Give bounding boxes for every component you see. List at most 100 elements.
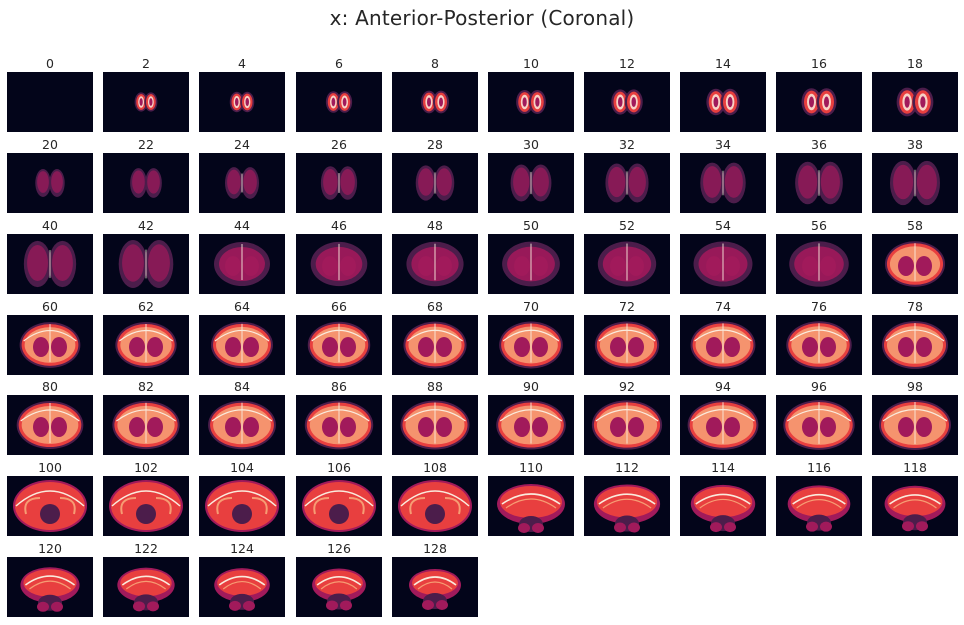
brain-slice-image [680,153,766,213]
slice-label: 120 [38,541,62,556]
brain-slice-image [680,476,766,536]
slice-label: 106 [327,460,351,475]
slice-panel: 74 [680,299,766,375]
brain-slice-image [584,72,670,132]
slice-panel: 30 [488,137,574,213]
slice-label: 90 [523,379,539,394]
slice-label: 86 [331,379,347,394]
slice-label: 34 [715,137,731,152]
slice-label: 84 [234,379,250,394]
brain-slice-image [103,395,189,455]
slice-panel: 44 [199,218,285,294]
slice-panel: 112 [584,460,670,536]
brain-slice-image [392,234,478,294]
brain-slice-image [584,234,670,294]
brain-slice-image [488,234,574,294]
brain-slice-image [7,315,93,375]
slice-panel: 56 [776,218,862,294]
brain-slice-image [392,153,478,213]
brain-slice-image [776,395,862,455]
slice-panel: 14 [680,56,766,132]
slice-label: 76 [811,299,827,314]
brain-slice-image [7,72,93,132]
brain-slice-image [199,476,285,536]
slice-panel: 54 [680,218,766,294]
slice-panel: 0 [7,56,93,132]
slice-label: 108 [423,460,447,475]
slice-panel: 46 [296,218,382,294]
brain-slice-image [776,234,862,294]
slice-panel: 104 [199,460,285,536]
brain-slice-image [7,395,93,455]
brain-slice-image [584,476,670,536]
slice-panel: 28 [392,137,478,213]
slice-panel: 40 [7,218,93,294]
slice-label: 4 [238,56,246,71]
slice-label: 64 [234,299,250,314]
brain-slice-image [392,557,478,617]
brain-slice-image [7,557,93,617]
slice-panel: 60 [7,299,93,375]
slice-label: 16 [811,56,827,71]
slice-label: 6 [335,56,343,71]
brain-slice-image [392,72,478,132]
brain-slice-image [680,72,766,132]
slice-panel: 110 [488,460,574,536]
brain-slice-image [776,476,862,536]
brain-slice-image [296,476,382,536]
brain-slice-image [296,234,382,294]
slice-panel: 6 [296,56,382,132]
brain-slice-image [776,72,862,132]
brain-slice-image [776,315,862,375]
slice-panel: 86 [296,379,382,455]
slice-panel: 116 [776,460,862,536]
slice-label: 82 [138,379,154,394]
slice-label: 18 [907,56,923,71]
brain-slice-image [872,476,958,536]
slice-panel: 92 [584,379,670,455]
slice-label: 44 [234,218,250,233]
slice-label: 36 [811,137,827,152]
slice-label: 124 [230,541,254,556]
brain-slice-image [488,72,574,132]
slice-label: 92 [619,379,635,394]
slice-panel: 118 [872,460,958,536]
brain-slice-image [872,153,958,213]
slice-panel: 80 [7,379,93,455]
slice-label: 118 [903,460,927,475]
brain-slice-image [296,72,382,132]
slice-panel: 20 [7,137,93,213]
brain-slice-image [776,153,862,213]
figure-title: x: Anterior-Posterior (Coronal) [329,6,635,30]
slice-label: 58 [907,218,923,233]
brain-slice-image [488,315,574,375]
slice-label: 70 [523,299,539,314]
slice-label: 128 [423,541,447,556]
slice-label: 22 [138,137,154,152]
slice-panel: 128 [392,541,478,617]
slice-label: 8 [431,56,439,71]
brain-slice-image [103,153,189,213]
slice-panel: 2 [103,56,189,132]
brain-slice-image [296,557,382,617]
slice-label: 54 [715,218,731,233]
slice-label: 26 [331,137,347,152]
slice-panel: 96 [776,379,862,455]
slice-label: 10 [523,56,539,71]
slice-panel: 42 [103,218,189,294]
slice-panel: 70 [488,299,574,375]
brain-slice-image [392,315,478,375]
slice-label: 62 [138,299,154,314]
brain-slice-image [680,395,766,455]
slice-label: 38 [907,137,923,152]
slice-label: 94 [715,379,731,394]
slice-label: 98 [907,379,923,394]
slice-panel: 64 [199,299,285,375]
brain-slice-image [296,315,382,375]
slice-panel: 32 [584,137,670,213]
brain-slice-image [584,315,670,375]
brain-slice-image [103,476,189,536]
brain-slice-image [7,234,93,294]
slice-panel: 82 [103,379,189,455]
